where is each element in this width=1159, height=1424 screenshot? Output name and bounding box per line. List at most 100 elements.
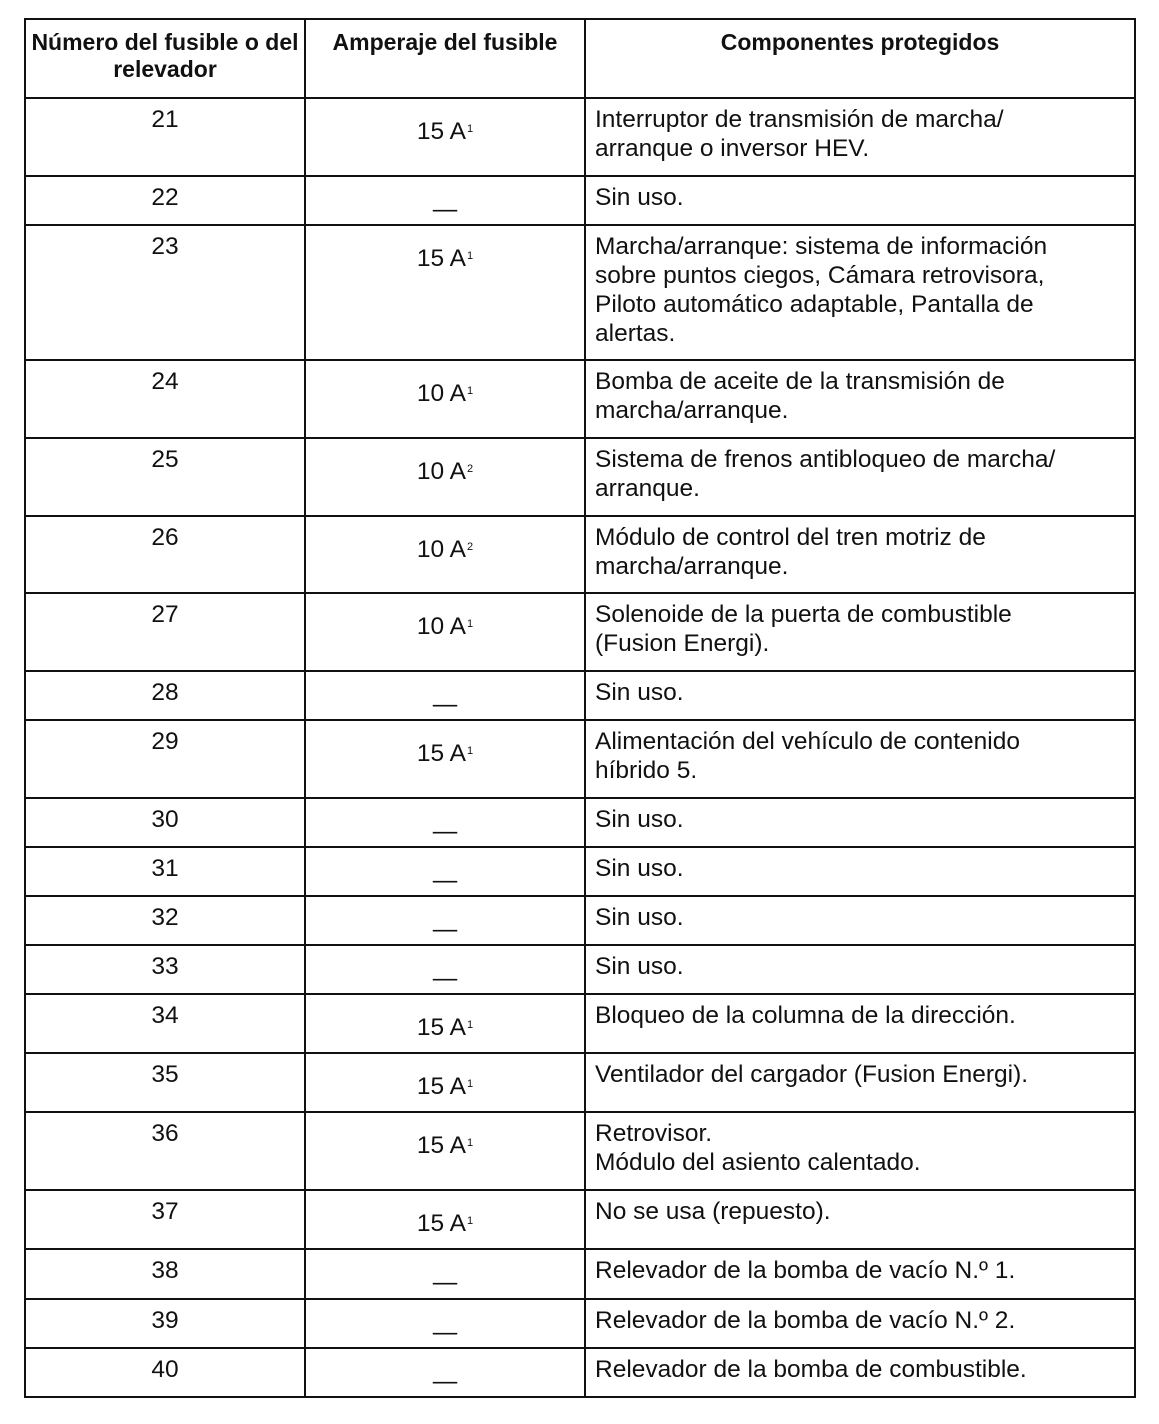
fuse-amperage: 15 A1 [304, 224, 586, 361]
table-row: 28 — Sin uso. [24, 670, 1136, 721]
table-row: 39 — Relevador de la bomba de vacío N.º … [24, 1298, 1136, 1349]
amperage-value: — [432, 965, 458, 992]
amperage-value: 10 A [416, 458, 466, 485]
fuse-number: 27 [24, 592, 306, 672]
amperage-value: 15 A [416, 245, 466, 272]
table-row: 25 10 A2 Sistema de frenos antibloqueo d… [24, 437, 1136, 517]
header-fuse-number: Número del fusible o del relevador [24, 18, 306, 99]
fuse-amperage: 10 A1 [304, 359, 586, 439]
footnote-marker: 1 [466, 123, 474, 135]
amperage-value: — [432, 916, 458, 943]
protected-components: Bloqueo de la columna de la dirección. [584, 993, 1136, 1054]
table-row: 34 15 A1 Bloqueo de la columna de la dir… [24, 993, 1136, 1054]
fuse-number: 40 [24, 1347, 306, 1398]
protected-components: Solenoide de la puerta de combustible (F… [584, 592, 1136, 672]
footnote-marker: 2 [466, 541, 474, 553]
fuse-amperage: 15 A1 [304, 1111, 586, 1191]
fuse-amperage: — [304, 670, 586, 721]
protected-components: No se usa (repuesto). [584, 1189, 1136, 1250]
fuse-number: 29 [24, 719, 306, 799]
fuse-amperage: 15 A1 [304, 719, 586, 799]
protected-components: Sin uso. [584, 175, 1136, 226]
protected-components: Relevador de la bomba de vacío N.º 1. [584, 1248, 1136, 1300]
amperage-value: — [432, 1319, 458, 1346]
amperage-value: — [432, 867, 458, 894]
fuse-amperage: 15 A1 [304, 993, 586, 1054]
protected-components: Sin uso. [584, 944, 1136, 995]
amperage-value: 10 A [416, 380, 466, 407]
table-row: 26 10 A2 Módulo de control del tren motr… [24, 515, 1136, 594]
table-row: 40 — Relevador de la bomba de combustibl… [24, 1347, 1136, 1398]
footnote-marker: 1 [466, 250, 474, 262]
protected-components: Marcha/arranque: sistema de información … [584, 224, 1136, 361]
protected-components: Relevador de la bomba de combustible. [584, 1347, 1136, 1398]
fuse-amperage: 15 A1 [304, 1189, 586, 1250]
fuse-number: 38 [24, 1248, 306, 1300]
fuse-amperage: 15 A1 [304, 97, 586, 177]
amperage-value: — [432, 196, 458, 223]
fuse-number: 24 [24, 359, 306, 439]
table-row: 31 — Sin uso. [24, 846, 1136, 897]
table-row: 32 — Sin uso. [24, 895, 1136, 946]
amperage-value: 15 A [416, 740, 466, 767]
amperage-value: — [432, 691, 458, 718]
amperage-value: 15 A [416, 1073, 466, 1100]
fuse-number: 32 [24, 895, 306, 946]
fuse-number: 35 [24, 1052, 306, 1113]
header-amperage: Amperaje del fusible [304, 18, 586, 99]
fuse-amperage: — [304, 175, 586, 226]
table-row: 22 — Sin uso. [24, 175, 1136, 226]
fuse-number: 26 [24, 515, 306, 594]
fuse-amperage: — [304, 797, 586, 848]
fuse-number: 36 [24, 1111, 306, 1191]
fuse-number: 25 [24, 437, 306, 517]
fuse-number: 37 [24, 1189, 306, 1250]
protected-components: Sistema de frenos antibloqueo de marcha/… [584, 437, 1136, 517]
protected-components: Bomba de aceite de la transmisión de mar… [584, 359, 1136, 439]
fuse-amperage: — [304, 1248, 586, 1300]
amperage-value: 15 A [416, 118, 466, 145]
footnote-marker: 1 [466, 1215, 474, 1227]
amperage-value: — [432, 1269, 458, 1296]
fuse-number: 33 [24, 944, 306, 995]
amperage-value: 15 A [416, 1132, 466, 1159]
protected-components: Sin uso. [584, 670, 1136, 721]
protected-components: Retrovisor. Módulo del asiento calentado… [584, 1111, 1136, 1191]
protected-components: Sin uso. [584, 846, 1136, 897]
fuse-number: 30 [24, 797, 306, 848]
fuse-amperage: 10 A2 [304, 437, 586, 517]
fuse-amperage: — [304, 944, 586, 995]
table-row: 24 10 A1 Bomba de aceite de la transmisi… [24, 359, 1136, 439]
footnote-marker: 1 [466, 385, 474, 397]
fuse-number: 39 [24, 1298, 306, 1349]
protected-components: Módulo de control del tren motriz de mar… [584, 515, 1136, 594]
table-row: 38 — Relevador de la bomba de vacío N.º … [24, 1248, 1136, 1300]
table-row: 37 15 A1 No se usa (repuesto). [24, 1189, 1136, 1250]
protected-components: Sin uso. [584, 895, 1136, 946]
amperage-value: 15 A [416, 1210, 466, 1237]
amperage-value: — [432, 818, 458, 845]
fuse-amperage: — [304, 1298, 586, 1349]
protected-components: Sin uso. [584, 797, 1136, 848]
table-row: 23 15 A1 Marcha/arranque: sistema de inf… [24, 224, 1136, 361]
footnote-marker: 1 [466, 1078, 474, 1090]
fuse-amperage: — [304, 895, 586, 946]
protected-components: Ventilador del cargador (Fusion Energi). [584, 1052, 1136, 1113]
table-row: 29 15 A1 Alimentación del vehículo de co… [24, 719, 1136, 799]
footnote-marker: 1 [466, 618, 474, 630]
table-row: 33 — Sin uso. [24, 944, 1136, 995]
fuse-table: Número del fusible o del relevador Amper… [24, 18, 1136, 1398]
table-row: 35 15 A1 Ventilador del cargador (Fusion… [24, 1052, 1136, 1113]
fuse-number: 21 [24, 97, 306, 177]
amperage-value: 10 A [416, 613, 466, 640]
fuse-number: 31 [24, 846, 306, 897]
fuse-amperage: — [304, 846, 586, 897]
footnote-marker: 1 [466, 1137, 474, 1149]
header-components: Componentes protegidos [584, 18, 1136, 99]
footnote-marker: 1 [466, 745, 474, 757]
fuse-number: 23 [24, 224, 306, 361]
header-row: Número del fusible o del relevador Amper… [24, 18, 1136, 99]
protected-components: Interruptor de transmisión de marcha/ ar… [584, 97, 1136, 177]
table-row: 21 15 A1 Interruptor de transmisión de m… [24, 97, 1136, 177]
fuse-amperage: — [304, 1347, 586, 1398]
